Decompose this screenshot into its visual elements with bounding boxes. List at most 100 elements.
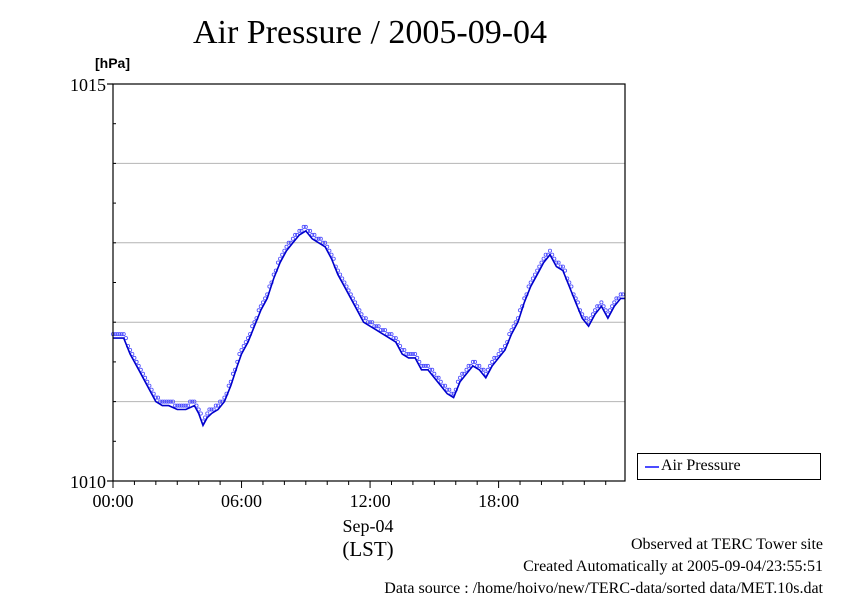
data-dot [181,403,186,408]
data-dot [378,328,383,333]
data-dot [323,240,328,245]
data-dot [312,232,317,237]
data-dot [119,332,124,337]
data-dot [457,375,462,380]
data-dot [293,232,298,237]
x-tick-label: 18:00 [478,491,519,511]
grid-lines [113,162,625,403]
data-dot [192,399,197,404]
data-dot [423,363,428,368]
x-axis-date-label: Sep-04 [342,516,394,536]
data-dot [209,407,214,412]
data-dot [445,387,450,392]
data-dot [595,304,600,309]
plot-frame [112,83,626,482]
data-dot [205,411,210,416]
data-dot [543,252,548,257]
data-dot [560,264,565,269]
data-dot [318,236,323,241]
data-dot [449,391,454,396]
data-dot [179,403,184,408]
data-dot [612,300,617,305]
footer-created: Created Automatically at 2005-09-04/23:5… [523,558,823,575]
data-dot [599,300,604,305]
data-dot [490,359,495,364]
data-dot [548,248,553,253]
data-dot [162,399,167,404]
data-dot [620,292,625,297]
data-dot [365,320,370,325]
data-dot [443,383,448,388]
data-dot [308,228,313,233]
data-dot [492,355,497,360]
data-dot [389,332,394,337]
data-dot [166,399,171,404]
data-dot [168,399,173,404]
data-dot [436,375,441,380]
data-dot [213,403,218,408]
data-dot [284,244,289,249]
data-dot [438,379,443,384]
y-axis-unit-label: [hPa] [95,55,130,71]
data-dot [496,351,501,356]
data-dot [380,328,385,333]
legend-label-air-pressure: Air Pressure [661,457,741,474]
data-dot [160,399,165,404]
data-dot [584,316,589,321]
legend: Air Pressure [637,453,821,480]
data-dot [320,240,325,245]
data-dot [393,336,398,341]
data-dot [370,320,375,325]
data-dot [402,347,407,352]
data-dot [385,332,390,337]
x-tick-label: 00:00 [92,491,133,511]
data-dot [158,399,163,404]
air-pressure-line [113,229,625,428]
data-dot [475,363,480,368]
data-dot [556,260,561,265]
x-axis-timezone-label: (LST) [342,537,394,561]
data-dot [177,403,182,408]
data-dot [297,228,302,233]
data-dot [368,320,373,325]
data-dot [404,351,409,356]
data-dot [498,347,503,352]
data-dot [387,332,392,337]
data-dot [481,367,486,372]
data-dot [374,324,379,329]
data-dot [117,332,122,337]
data-dot [391,336,396,341]
data-dot [183,403,188,408]
footer-observed: Observed at TERC Tower site [630,536,823,553]
footer-source: Data source : /home/hoivo/new/TERC-data/… [384,580,823,597]
data-dot [383,328,388,333]
data-dot [188,399,193,404]
data-dot [541,256,546,261]
data-dot [175,403,180,408]
data-dot [425,363,430,368]
data-dot [593,308,598,313]
data-dot [173,403,178,408]
data-dot [121,332,126,337]
data-dot [413,351,418,356]
data-dot [432,371,437,376]
data-dot [215,403,220,408]
legend-swatch [645,466,659,468]
data-dot [408,351,413,356]
data-dot [290,236,295,241]
data-dot [164,399,169,404]
data-dot [299,228,304,233]
data-dot [376,324,381,329]
data-dot [190,399,195,404]
data-dot [460,371,465,376]
chart-title: Air Pressure / 2005-09-04 [192,14,548,51]
data-dot [558,264,563,269]
data-dot [470,359,475,364]
data-dot [406,351,411,356]
data-dot [466,363,471,368]
data-dot [211,407,216,412]
x-tick-label: 06:00 [221,491,262,511]
data-dot [207,407,212,412]
data-dot [301,224,306,229]
